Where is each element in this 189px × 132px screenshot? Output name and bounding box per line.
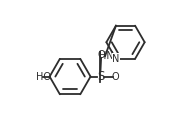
Text: HN: HN <box>99 51 114 61</box>
Text: O: O <box>97 50 105 60</box>
Text: HO: HO <box>36 72 51 82</box>
Text: O: O <box>112 72 119 82</box>
Text: S: S <box>97 70 104 83</box>
Text: N: N <box>112 54 120 64</box>
